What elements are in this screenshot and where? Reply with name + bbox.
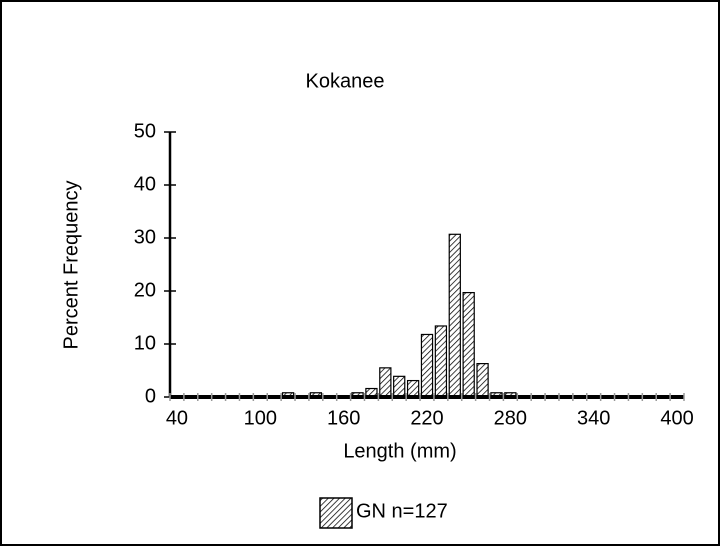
bar	[434, 325, 448, 398]
x-tick-label: 340	[577, 407, 610, 429]
x-tick-label: 400	[660, 407, 693, 429]
legend-label: GN n=127	[356, 500, 448, 522]
y-tick-label: 20	[134, 279, 156, 301]
y-axis-label: Percent Frequency	[60, 181, 82, 350]
y-tick-label: 40	[134, 173, 156, 195]
x-tick-label: 40	[166, 407, 188, 429]
bar	[448, 233, 461, 398]
x-tick-label: 220	[410, 407, 443, 429]
chart-title: Kokanee	[306, 70, 385, 92]
bar	[393, 375, 406, 398]
bar	[379, 367, 392, 398]
y-tick-label: 0	[145, 385, 156, 407]
x-tick-label: 100	[244, 407, 277, 429]
bar	[476, 363, 489, 398]
y-tick-label: 30	[134, 226, 156, 248]
y-tick-label: 10	[134, 332, 156, 354]
bar	[420, 333, 434, 398]
bar	[406, 379, 420, 398]
bar	[462, 291, 475, 398]
x-tick-label: 160	[327, 407, 360, 429]
legend-swatch	[319, 497, 353, 529]
x-tick-label: 280	[494, 407, 527, 429]
y-tick-label: 50	[134, 120, 156, 142]
x-axis-label: Length (mm)	[343, 440, 456, 462]
